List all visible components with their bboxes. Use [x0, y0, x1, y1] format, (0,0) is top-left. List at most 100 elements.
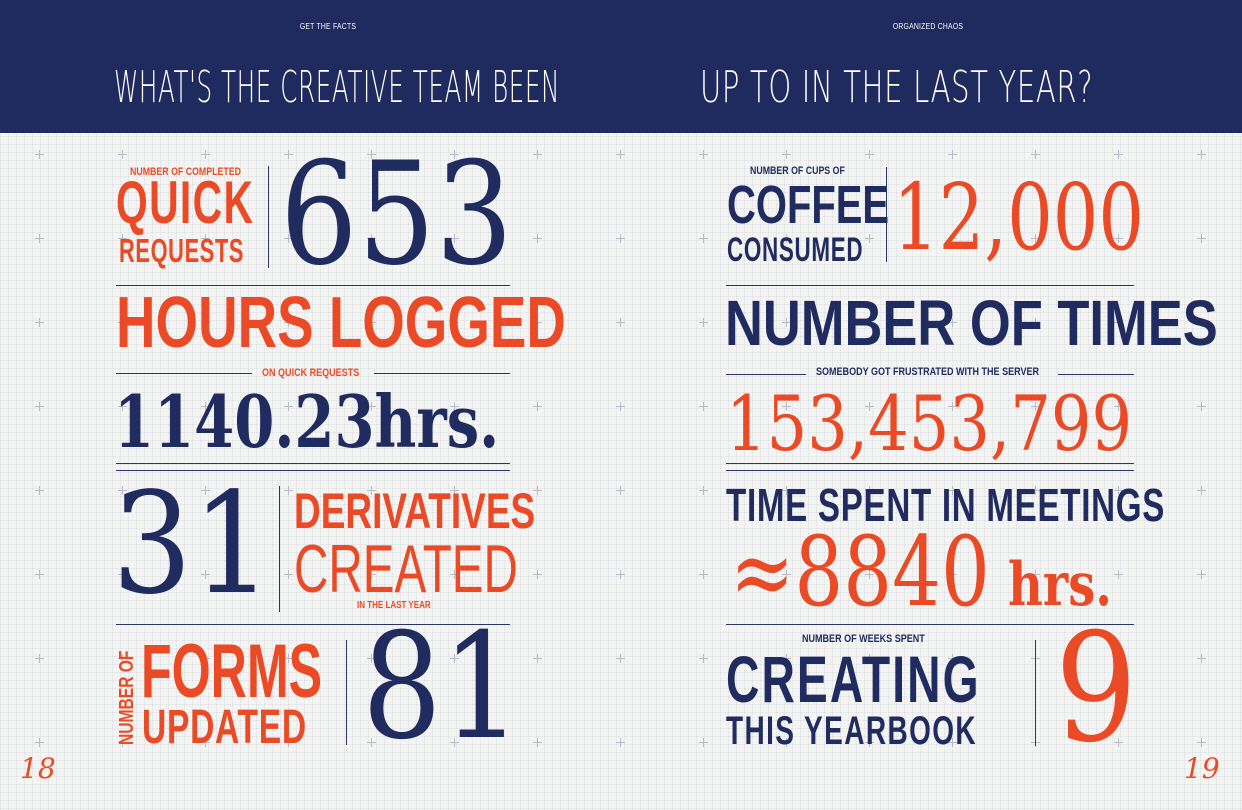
grid-cross [1114, 654, 1123, 663]
derivatives-caption: IN THE LAST YEAR [357, 600, 431, 611]
times-caption: SOMEBODY GOT FRUSTRATED WITH THE SERVER [816, 366, 1040, 378]
left-title: WHAT'S THE CREATIVE TEAM BEEN [114, 62, 561, 113]
grid-cross [616, 402, 625, 411]
divider-r2b [726, 470, 1134, 471]
grid-cross [616, 738, 625, 747]
grid-cross [533, 738, 542, 747]
grid-cross [533, 150, 542, 159]
grid-cross [450, 150, 459, 159]
grid-cross [782, 654, 791, 663]
grid-cross [367, 318, 376, 327]
grid-cross [118, 654, 127, 663]
grid-cross [284, 486, 293, 495]
grid-cross [201, 570, 210, 579]
yearbook-value: 9 [1055, 602, 1138, 776]
grid-cross [865, 738, 874, 747]
grid-cross [1114, 486, 1123, 495]
grid-cross [367, 654, 376, 663]
grid-cross [367, 150, 376, 159]
grid-cross [1197, 738, 1206, 747]
grid-cross [699, 486, 708, 495]
forms-divider [346, 640, 347, 745]
grid-cross [35, 318, 44, 327]
grid-cross [865, 318, 874, 327]
grid-cross [118, 402, 127, 411]
grid-cross [118, 486, 127, 495]
grid-cross [201, 486, 210, 495]
grid-cross [450, 570, 459, 579]
grid-cross [450, 738, 459, 747]
grid-cross [35, 738, 44, 747]
right-page-number: 19 [1184, 752, 1220, 785]
grid-cross [1197, 570, 1206, 579]
grid-cross [616, 486, 625, 495]
yearbook-small-label: NUMBER OF WEEKS SPENT [802, 633, 925, 645]
grid-cross [865, 570, 874, 579]
grid-cross [118, 570, 127, 579]
grid-cross [367, 234, 376, 243]
grid-cross [948, 402, 957, 411]
grid-cross [201, 402, 210, 411]
grid-cross [533, 486, 542, 495]
times-title: NUMBER OF TIMES [725, 287, 1218, 359]
grid-cross [948, 234, 957, 243]
hours-title: HOURS LOGGED [116, 283, 566, 363]
grid-cross [699, 234, 708, 243]
grid-cross [118, 150, 127, 159]
hours-caption: ON QUICK REQUESTS [262, 367, 360, 379]
grid-cross [1197, 486, 1206, 495]
derivatives-line2: CREATED [294, 531, 518, 607]
quick-sub-label: REQUESTS [119, 232, 245, 269]
grid-cross [699, 318, 708, 327]
grid-cross [533, 654, 542, 663]
grid-cross [1114, 150, 1123, 159]
grid-cross [284, 738, 293, 747]
quick-small-label: NUMBER OF COMPLETED [130, 166, 241, 178]
grid-cross [201, 318, 210, 327]
grid-cross [616, 234, 625, 243]
grid-cross [1197, 402, 1206, 411]
grid-cross [948, 570, 957, 579]
left-page-number: 18 [20, 752, 56, 785]
grid-cross [699, 150, 708, 159]
grid-cross [948, 318, 957, 327]
grid-cross [284, 318, 293, 327]
coffee-sub-label: CONSUMED [727, 231, 864, 269]
times-caption-rule-left [726, 374, 806, 375]
grid-cross [35, 150, 44, 159]
grid-cross [1114, 402, 1123, 411]
hours-caption-rule-right [374, 373, 510, 374]
grid-cross [533, 318, 542, 327]
grid-cross [865, 654, 874, 663]
forms-vertical-label: NUMBER OF [116, 650, 138, 745]
times-caption-rule-right [1058, 374, 1134, 375]
grid-cross [450, 234, 459, 243]
grid-cross [118, 318, 127, 327]
grid-cross [1114, 234, 1123, 243]
quick-big-label: QUICK [116, 169, 255, 236]
grid-cross [948, 486, 957, 495]
grid-cross [865, 486, 874, 495]
grid-cross [533, 402, 542, 411]
grid-cross [782, 570, 791, 579]
forms-line2: UPDATED [142, 701, 307, 754]
grid-cross [284, 654, 293, 663]
grid-cross [533, 570, 542, 579]
grid-cross [284, 234, 293, 243]
divider-2a [116, 463, 510, 464]
grid-cross [35, 486, 44, 495]
grid-cross [201, 150, 210, 159]
times-value: 153,453,799 [726, 379, 1133, 468]
grid-cross [450, 654, 459, 663]
grid-cross [699, 654, 708, 663]
grid-cross [782, 318, 791, 327]
grid-cross [367, 570, 376, 579]
right-title: UP TO IN THE LAST YEAR? [700, 62, 1094, 113]
grid-cross [35, 654, 44, 663]
grid-cross [450, 318, 459, 327]
grid-cross [865, 150, 874, 159]
grid-cross [782, 402, 791, 411]
hours-value: 1140.23hrs. [114, 379, 500, 464]
grid-cross [1114, 318, 1123, 327]
forms-line1: FORMS [141, 629, 323, 714]
